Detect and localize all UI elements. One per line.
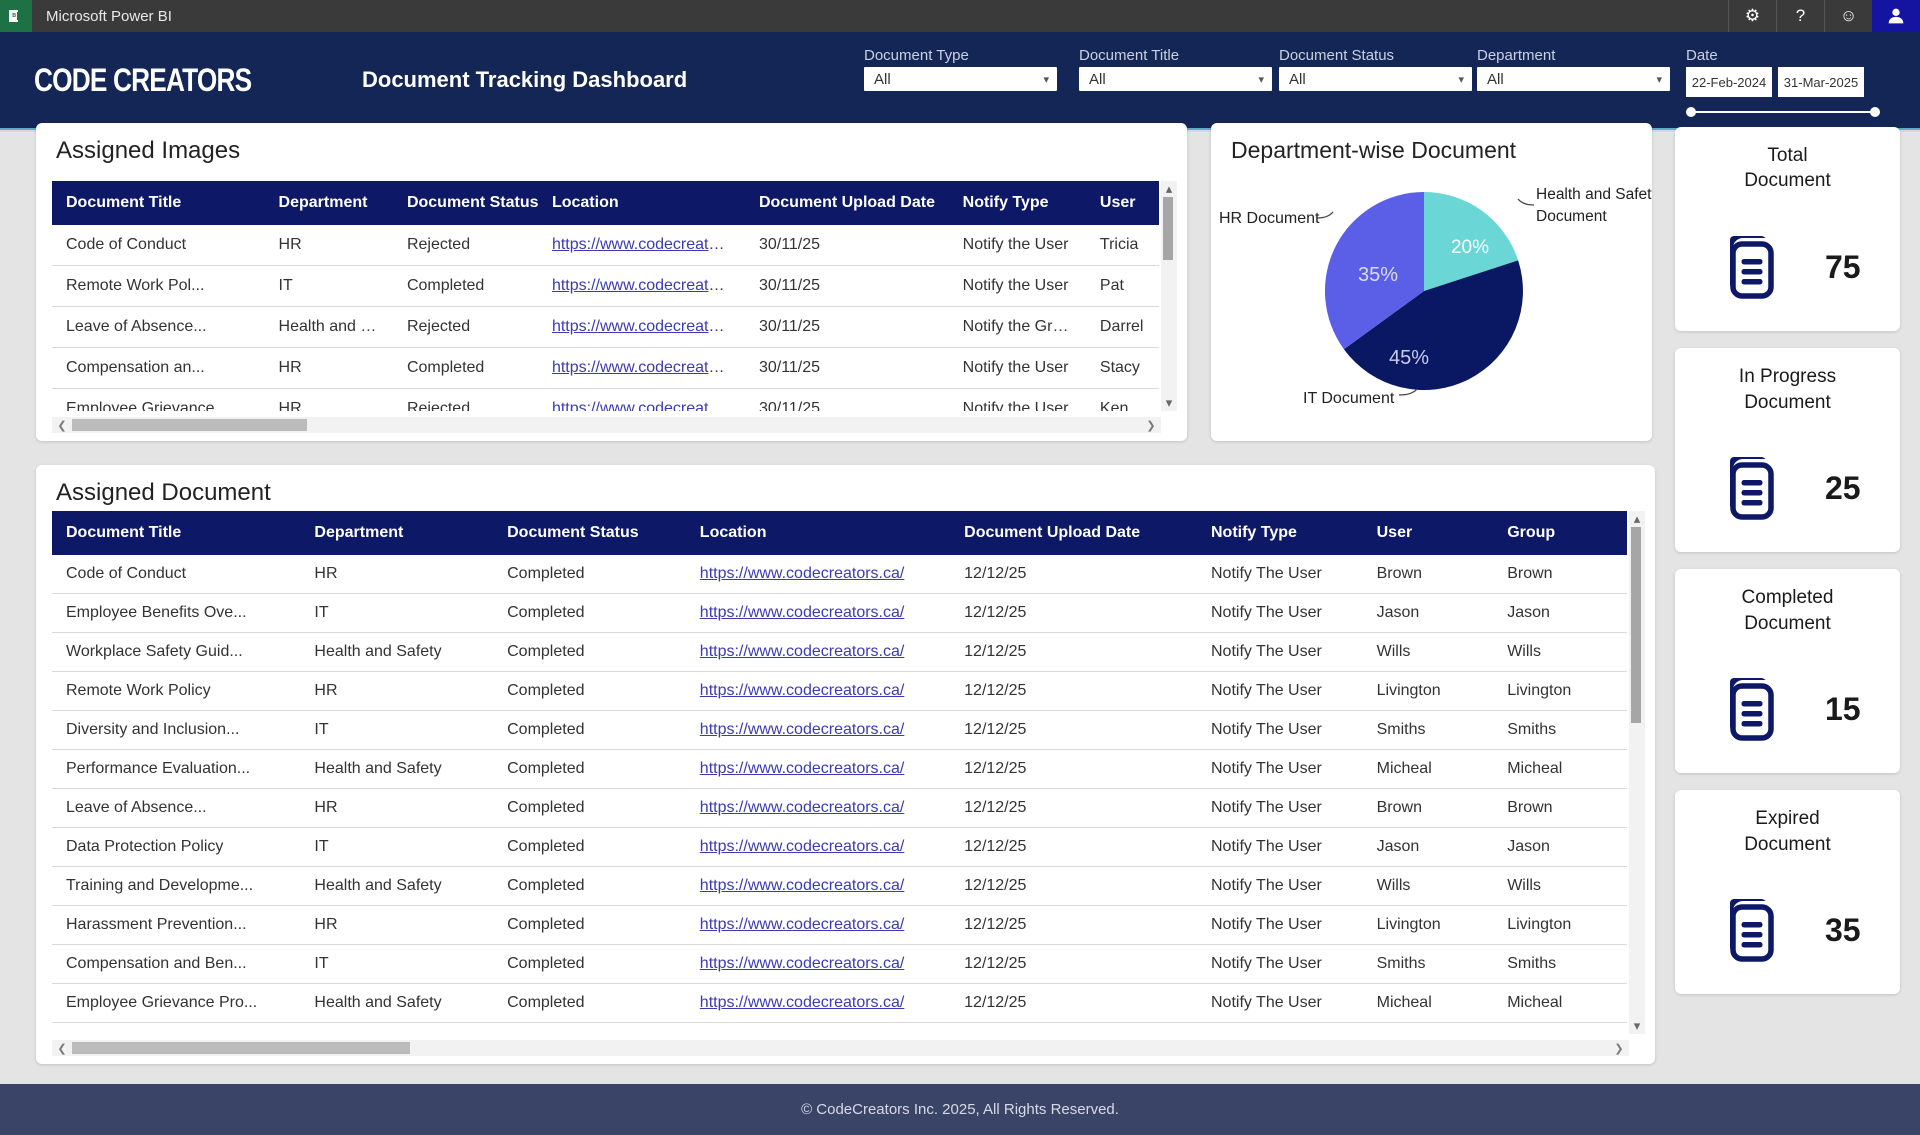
svg-text:20%: 20% xyxy=(1451,237,1489,258)
svg-text:Health and Safety: Health and Safety xyxy=(1536,186,1652,203)
svg-text:45%: 45% xyxy=(1389,347,1429,369)
svg-text:IT Document: IT Document xyxy=(1303,390,1395,407)
svg-text:HR Document: HR Document xyxy=(1219,210,1320,227)
svg-text:35%: 35% xyxy=(1358,264,1398,286)
svg-text:B: B xyxy=(12,13,16,19)
svg-text:Document: Document xyxy=(1536,208,1607,225)
